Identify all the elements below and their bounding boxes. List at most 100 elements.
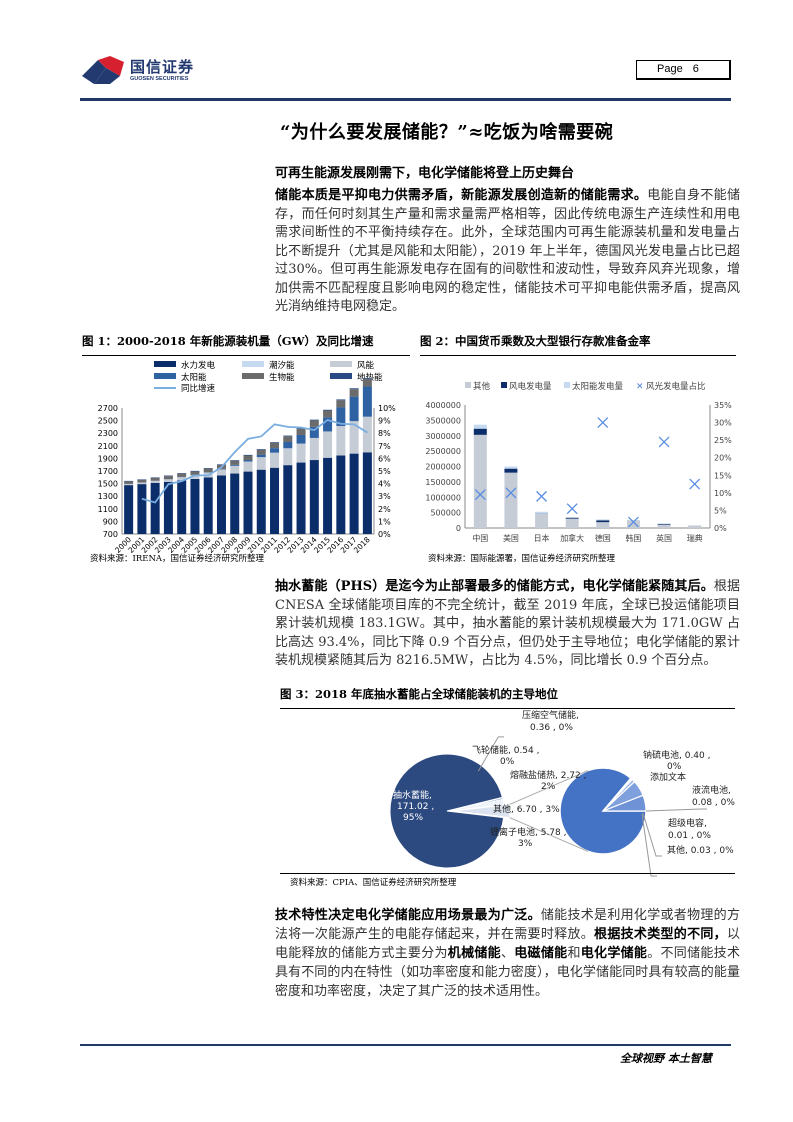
y-tick-label: 900 — [103, 517, 118, 526]
y-tick-label: 4000000 — [425, 401, 461, 410]
pie-label: 压缩空气储能, — [522, 711, 579, 721]
pie-label: 飞轮储能, 0.54 , — [472, 746, 540, 756]
legend-label: 风电发电量 — [509, 381, 552, 392]
y2-tick-label: 9% — [378, 417, 391, 426]
guosen-logo: 国信证券 GUOSEN SECURITIES — [80, 54, 210, 88]
legend-label: 风能 — [357, 360, 375, 371]
bar-segment — [124, 481, 134, 484]
paragraph-3: 技术特性决定电化学储能应用场景最为广泛。储能技术是利用化学或者物理的方法将一次能… — [275, 906, 740, 1001]
bar-segment — [216, 469, 226, 476]
para1-lead: 储能本质是平抑电力供需矛盾，新能源发展创造新的储能需求。 — [275, 188, 648, 203]
growth-line — [141, 418, 368, 504]
legend-label: 同比增速 — [181, 383, 216, 394]
bar-segment — [177, 477, 187, 481]
bar-segment — [256, 469, 266, 534]
bar-segment — [243, 455, 253, 461]
bar-segment — [283, 435, 293, 437]
bar-segment — [177, 473, 187, 477]
bar-segment — [362, 416, 372, 453]
scatter-marker — [627, 516, 639, 528]
y-tick-label: 500000 — [430, 509, 461, 518]
y2-tick-label: 10% — [714, 489, 732, 498]
bar-segment — [296, 434, 306, 444]
para1-body: 电能自身不能储存，而任何时刻其生产量和需求量需严格相等，因此传统电源生产连续性和… — [275, 188, 740, 314]
para3-text: 、 — [500, 946, 515, 961]
legend-swatch — [465, 382, 471, 388]
pie-label: 超级电容, — [668, 819, 707, 829]
bar-segment — [688, 525, 702, 528]
bar-segment — [657, 524, 671, 528]
pie-label: 液流电池, — [692, 786, 731, 796]
legend-label: 风光发电量占比 — [646, 381, 706, 392]
bar-segment — [336, 426, 346, 456]
bar-segment — [336, 399, 346, 401]
bar-segment — [473, 428, 487, 435]
y2-tick-label: 15% — [714, 471, 732, 480]
bar-segment — [216, 468, 226, 470]
bar-segment — [535, 511, 549, 514]
x-tick-label: 德国 — [595, 533, 611, 543]
bar-segment — [163, 476, 173, 480]
legend-label: 生物能 — [269, 372, 295, 383]
bar-segment — [137, 484, 147, 534]
bar-segment — [163, 481, 173, 534]
pie-slice — [389, 753, 505, 869]
bar-segment — [565, 517, 579, 519]
y2-tick-label: 3% — [378, 492, 391, 501]
legend-label: 潮汐能 — [269, 360, 295, 371]
pie-label: 0% — [667, 762, 682, 772]
logo-text-cn: 国信证券 — [130, 58, 195, 76]
bar-segment — [163, 475, 173, 477]
paragraph-1: 储能本质是平抑电力供需矛盾，新能源发展创造新的储能需求。电能自身不能储存，而任何… — [275, 187, 740, 317]
connector-line — [509, 817, 589, 852]
figure-3: 图 3：2018 年底抽水蓄能占全球储能装机的主导地位 — [280, 686, 735, 883]
bar-segment — [309, 460, 319, 534]
pie-label: 其他, 0.03 , 0% — [667, 846, 734, 856]
bar-segment — [256, 449, 266, 455]
x-tick-label: 日本 — [534, 533, 550, 543]
pie-slice — [452, 803, 511, 819]
bar-segment — [362, 386, 372, 417]
leader-line — [477, 736, 504, 772]
bar-segment — [216, 464, 226, 466]
footer-divider — [80, 1044, 731, 1046]
x-tick-label: 加拿大 — [560, 533, 584, 543]
y2-tick-label: 30% — [714, 419, 732, 428]
y2-tick-label: 1% — [378, 517, 391, 526]
bar-segment — [362, 378, 372, 387]
x-tick-label: 英国 — [656, 533, 672, 543]
figure-2-source: 资料来源：国际能源署，国信证券经济研究所整理 — [428, 554, 616, 564]
para2-body: 根据 CNESA 全球储能项目库的不完全统计，截至 2019 年底，全球已投运储… — [275, 579, 740, 668]
logo-text-en: GUOSEN SECURITIES — [130, 76, 189, 82]
y-tick-label: 1100 — [98, 505, 118, 514]
section-heading: 可再生能源发展刚需下，电化学储能将登上历史舞台 — [275, 166, 575, 181]
bar-segment — [270, 452, 280, 468]
bar-segment — [504, 472, 518, 528]
bar-segment — [230, 473, 240, 534]
figure-1-source: 资料来源：IRENA，国信证券经济研究所整理 — [90, 554, 265, 564]
pie-label: 2% — [541, 782, 556, 792]
bar-segment — [124, 483, 134, 486]
bar-segment — [296, 428, 306, 435]
chart-2: 其他 风电发电量 太阳能发电量 ✕ 风光发电量占比 0 500000 1000000 15000… — [425, 381, 732, 543]
legend-marker-x: ✕ — [636, 382, 644, 392]
bar-segment — [309, 420, 319, 427]
bar-segment — [336, 407, 346, 427]
y2-tick-label: 6% — [378, 454, 391, 463]
pie-label: 0.08 , 0% — [692, 798, 735, 808]
bar-segment — [150, 477, 160, 478]
bar-segment — [243, 460, 253, 462]
y-tick-label: 1700 — [98, 467, 118, 476]
bar-segment — [349, 389, 359, 397]
legend-swatch — [330, 361, 352, 367]
y2-tick-label: 0% — [714, 524, 727, 533]
bar-segment — [150, 480, 160, 483]
paragraph-2: 抽水蓄能（PHS）是迄今为止部署最多的储能方式，电化学储能紧随其后。根据 CNE… — [275, 578, 740, 671]
legend-swatch — [330, 373, 352, 379]
footer-slogan: 全球视野 本土智慧 — [620, 1052, 712, 1065]
legend-label: 地热能 — [357, 372, 383, 383]
y2-tick-label: 2% — [378, 505, 391, 514]
scatter-marker — [536, 490, 548, 502]
y-tick-label: 2500 — [98, 417, 118, 426]
bar-segment — [296, 443, 306, 463]
